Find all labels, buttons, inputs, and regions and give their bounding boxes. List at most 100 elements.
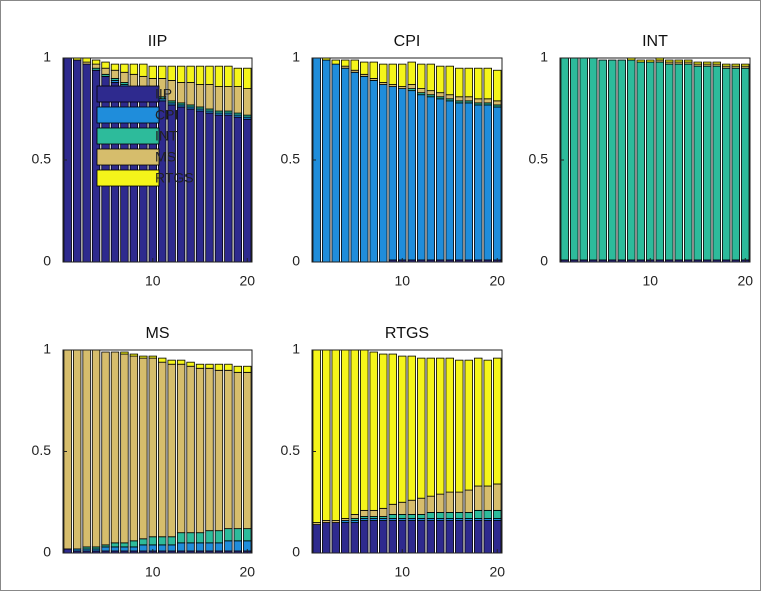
bar-segment xyxy=(483,98,492,104)
bar-segment xyxy=(493,520,502,554)
bar-segment xyxy=(186,365,195,534)
legend-label: IIP xyxy=(155,86,172,102)
bar-segment xyxy=(455,96,464,102)
bar-segment xyxy=(703,65,712,261)
bar-segment xyxy=(129,540,139,548)
bar-segment xyxy=(72,59,82,263)
bar-segment xyxy=(350,59,359,71)
bar-segment xyxy=(369,61,378,79)
bar-segment xyxy=(322,349,331,521)
bar-segment xyxy=(464,520,473,554)
bar-segment xyxy=(455,67,464,98)
bar-segment xyxy=(205,112,214,263)
bar-segment xyxy=(205,530,214,544)
bar-segment xyxy=(674,59,683,63)
bar-segment xyxy=(139,357,148,540)
bar-segment xyxy=(417,520,426,554)
bar-segment xyxy=(82,63,91,263)
bar-segment xyxy=(195,84,205,108)
bar-segment xyxy=(436,512,445,519)
bar-segment xyxy=(407,520,416,554)
bar-segment xyxy=(101,61,110,69)
bar-segment xyxy=(312,349,321,523)
bar-segment xyxy=(464,489,473,513)
y-tick-label: 1 xyxy=(43,341,51,357)
bar-segment xyxy=(646,61,655,261)
bar-segment xyxy=(369,509,378,517)
bar-segment xyxy=(483,359,492,487)
bar-segment xyxy=(407,90,416,261)
bar-segment xyxy=(214,86,224,112)
bar-segment xyxy=(158,357,167,363)
bar-segment xyxy=(139,544,148,552)
bar-segment xyxy=(741,63,750,67)
bar-segment xyxy=(331,59,340,65)
bar-segment xyxy=(464,96,473,102)
bar-segment xyxy=(388,520,397,554)
bar-segment xyxy=(101,351,110,546)
bar-segment xyxy=(407,84,416,89)
bar-segment xyxy=(464,102,473,261)
bar-segment xyxy=(243,88,252,116)
bar-segment xyxy=(388,514,397,519)
y-tick-label: 0 xyxy=(43,253,51,269)
chart-title: RTGS xyxy=(385,325,429,342)
bar-segment xyxy=(120,542,129,548)
bar-segment xyxy=(474,98,483,104)
bar-segment xyxy=(214,363,224,371)
legend-swatch xyxy=(96,85,160,103)
bar-segment xyxy=(243,371,252,530)
bar-segment xyxy=(684,63,693,261)
bar-segment xyxy=(205,84,214,110)
bar-segment xyxy=(398,63,407,87)
bar-segment xyxy=(176,532,186,544)
legend-swatch xyxy=(96,169,160,187)
bar-segment xyxy=(129,73,139,87)
bar-segment xyxy=(474,357,483,487)
bar-segment xyxy=(369,520,378,554)
bar-segment xyxy=(312,524,321,554)
bar-segment xyxy=(693,61,702,65)
bar-segment xyxy=(570,57,579,261)
bar-segment xyxy=(331,63,340,263)
bar-segment xyxy=(224,65,233,87)
y-tick-label: 1 xyxy=(540,49,548,65)
bar-segment xyxy=(205,363,214,369)
bar-segment xyxy=(214,65,224,87)
bar-segment xyxy=(646,59,655,63)
bar-segment xyxy=(243,67,252,89)
bar-segment xyxy=(426,512,435,519)
bar-segment xyxy=(445,520,454,554)
bar-segment xyxy=(455,359,464,493)
bar-segment xyxy=(464,512,473,519)
bar-segment xyxy=(101,75,110,263)
y-tick-label: 0.5 xyxy=(281,442,301,458)
bar-segment xyxy=(195,110,205,263)
bar-segment xyxy=(398,355,407,503)
bar-segment xyxy=(158,536,167,546)
bar-segment xyxy=(655,61,664,261)
bar-segment xyxy=(63,548,72,554)
bar-segment xyxy=(233,528,243,542)
bar-segment xyxy=(350,349,359,515)
bar-segment xyxy=(483,509,492,519)
bar-segment xyxy=(436,92,445,98)
bar-segment xyxy=(224,369,233,530)
bar-segment xyxy=(360,349,369,511)
bar-segment xyxy=(731,67,740,261)
bar-segment xyxy=(158,544,167,552)
y-tick-label: 0 xyxy=(292,253,300,269)
x-tick-label: 20 xyxy=(489,273,505,289)
bar-segment xyxy=(341,67,350,263)
bar-segment xyxy=(233,67,243,87)
bar-segment xyxy=(665,63,674,261)
bar-segment xyxy=(483,104,492,261)
bar-segment xyxy=(341,522,350,554)
bar-segment xyxy=(731,63,740,67)
bar-segment xyxy=(417,357,426,499)
bar-segment xyxy=(120,63,129,73)
bar-segment xyxy=(205,65,214,85)
bar-segment xyxy=(417,63,426,90)
bar-segment xyxy=(176,363,186,534)
legend-label: MS xyxy=(155,149,176,165)
